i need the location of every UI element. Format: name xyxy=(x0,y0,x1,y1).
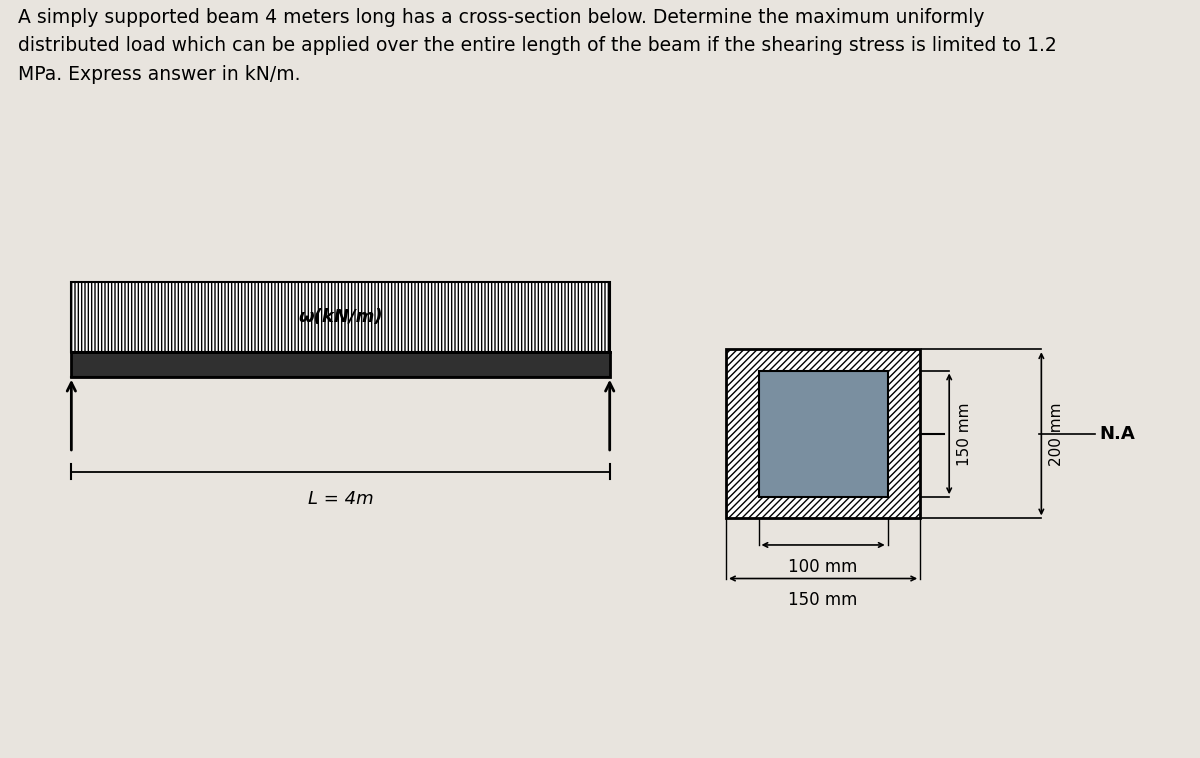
Bar xyxy=(71,352,610,377)
Bar xyxy=(71,282,610,352)
Bar xyxy=(758,371,888,497)
Text: 150 mm: 150 mm xyxy=(956,402,972,465)
Text: 100 mm: 100 mm xyxy=(788,558,858,575)
Text: 150 mm: 150 mm xyxy=(788,591,858,609)
Text: ω(kN/m): ω(kN/m) xyxy=(299,308,383,326)
Text: A simply supported beam 4 meters long has a cross-section below. Determine the m: A simply supported beam 4 meters long ha… xyxy=(18,8,1057,84)
Text: 200 mm: 200 mm xyxy=(1049,402,1064,465)
Bar xyxy=(726,349,920,518)
Text: N.A: N.A xyxy=(1099,424,1135,443)
Text: L = 4m: L = 4m xyxy=(307,490,373,508)
